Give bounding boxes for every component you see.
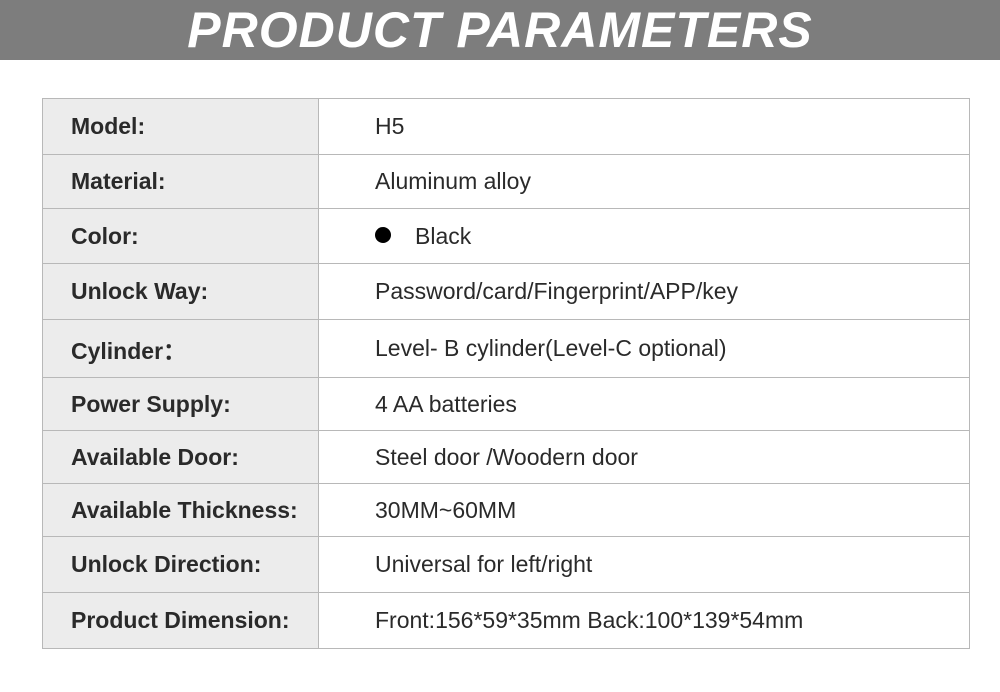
spec-label: Cylinder：	[43, 320, 319, 378]
spec-value: Front:156*59*35mm Back:100*139*54mm	[319, 593, 970, 649]
spec-value-text: Black	[415, 223, 471, 249]
spec-value: H5	[319, 99, 970, 155]
spec-label: Unlock Way:	[43, 264, 319, 320]
spec-value: Aluminum alloy	[319, 155, 970, 209]
spec-label: Product Dimension:	[43, 593, 319, 649]
spec-label: Available Thickness:	[43, 484, 319, 537]
spec-value: Universal for left/right	[319, 537, 970, 593]
table-row: Power Supply:4 AA batteries	[43, 378, 970, 431]
color-swatch-icon	[375, 227, 391, 243]
spec-label: Available Door:	[43, 431, 319, 484]
spec-value: Steel door /Woodern door	[319, 431, 970, 484]
spec-value: Password/card/Fingerprint/APP/key	[319, 264, 970, 320]
table-row: Model:H5	[43, 99, 970, 155]
table-row: Available Thickness:30MM~60MM	[43, 484, 970, 537]
spec-label: Color:	[43, 209, 319, 264]
spec-value: 4 AA batteries	[319, 378, 970, 431]
spec-label: Power Supply:	[43, 378, 319, 431]
spec-table: Model:H5Material:Aluminum alloyColor: Bla…	[42, 98, 970, 649]
table-row: Product Dimension:Front:156*59*35mm Back…	[43, 593, 970, 649]
spec-value: Level- B cylinder(Level-C optional)	[319, 320, 970, 378]
table-row: Available Door:Steel door /Woodern door	[43, 431, 970, 484]
spec-value: 30MM~60MM	[319, 484, 970, 537]
table-row: Unlock Direction:Universal for left/righ…	[43, 537, 970, 593]
spec-label: Unlock Direction:	[43, 537, 319, 593]
table-row: Cylinder：Level- B cylinder(Level-C optio…	[43, 320, 970, 378]
table-row: Material:Aluminum alloy	[43, 155, 970, 209]
spec-label: Model:	[43, 99, 319, 155]
spec-value: Black	[319, 209, 970, 264]
spec-table-wrap: Model:H5Material:Aluminum alloyColor: Bla…	[0, 60, 1000, 649]
header-title: PRODUCT PARAMETERS	[187, 5, 812, 55]
spec-label: Material:	[43, 155, 319, 209]
table-row: Unlock Way:Password/card/Fingerprint/APP…	[43, 264, 970, 320]
header-banner: PRODUCT PARAMETERS	[0, 0, 1000, 60]
table-row: Color: Black	[43, 209, 970, 264]
